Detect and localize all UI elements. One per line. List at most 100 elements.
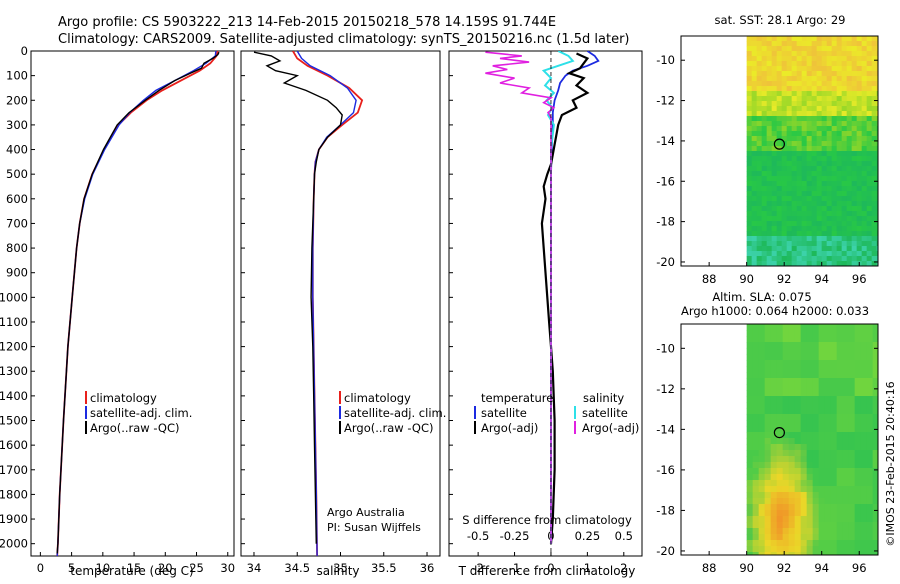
map-cell [836,336,844,343]
map-cell [831,36,838,42]
map-cell [816,221,823,227]
map-cell [786,46,793,52]
map-cell [860,426,868,433]
map-cell [746,336,754,343]
map-cell [836,206,843,212]
map-cell [812,480,820,487]
map-cell [751,76,758,82]
map-cell [782,390,790,397]
map-cell [766,236,773,242]
map-cell [821,166,828,172]
map-cell [851,71,858,77]
map-cell [860,552,868,555]
map-cell [831,96,838,102]
map-cell [788,330,796,337]
map-cell [842,420,850,427]
map-cell [851,246,858,252]
map-cell [811,86,818,92]
map-cell [770,456,778,463]
map-cell [841,156,848,162]
map-cell [794,516,802,523]
y-tick-label: 600 [6,192,28,206]
map-cell [876,51,878,57]
map-cell [841,111,848,117]
map-cell [851,186,858,192]
map-cell [796,211,803,217]
map-cell [806,420,814,427]
map-cell [818,474,826,481]
map-cell [866,151,873,157]
map-cell [854,516,862,523]
map-cell [811,166,818,172]
map-cell [751,91,758,97]
map-cell [818,468,826,475]
map-cell [848,348,856,355]
map-cell [752,528,760,535]
map-cell [770,462,778,469]
map-cell [800,456,808,463]
map-cell [782,486,790,493]
map-cell [806,474,814,481]
map-cell [812,378,820,385]
map-cell [866,336,874,343]
map-cell [831,261,838,266]
map-cell [771,256,778,262]
map-cell [756,231,763,237]
map-cell [826,146,833,152]
map-cell [842,348,850,355]
map-cell [851,106,858,112]
map-cell [861,81,868,87]
map-cell [796,196,803,202]
map-cell [831,246,838,252]
map-cell [836,161,843,167]
map-cell [848,444,856,451]
map-cell [830,420,838,427]
map-cell [806,261,813,266]
map-cell [811,191,818,197]
map-cell [811,151,818,157]
map-cell [756,111,763,117]
map-cell [824,486,832,493]
map-cell [801,261,808,266]
map-cell [871,91,878,97]
map-cell [836,372,844,379]
map-cell [806,96,813,102]
map-cell [860,402,868,409]
map-cell [826,236,833,242]
map-cell [876,56,878,62]
map-cell [861,41,868,47]
map-cell [796,136,803,142]
map-cell [776,96,783,102]
map-cell [861,141,868,147]
map-cell [871,251,878,257]
map-cell [751,36,758,42]
map-cell [751,101,758,107]
map-cell [836,396,844,403]
map-cell [788,468,796,475]
map-cell [866,552,874,555]
map-cell [761,176,768,182]
map-cell [812,534,820,541]
map-cell [872,372,878,379]
map-cell [866,420,874,427]
map-cell [841,246,848,252]
map-cell [811,76,818,82]
map-cell [776,432,784,439]
map-cell [794,330,802,337]
map-cell [821,256,828,262]
map-cell [872,336,878,343]
map-cell [751,211,758,217]
x2-tick-label: -0.5 [467,529,489,543]
map-cell [866,330,874,337]
map-cell [851,231,858,237]
map-cell [854,546,862,553]
map-cell [781,201,788,207]
map-cell [872,546,878,553]
map-cell [806,251,813,257]
map-cell [796,221,803,227]
map-cell [796,106,803,112]
map-cell [758,498,766,505]
map-cell [806,141,813,147]
map-cell [836,36,843,42]
map-cell [848,438,856,445]
